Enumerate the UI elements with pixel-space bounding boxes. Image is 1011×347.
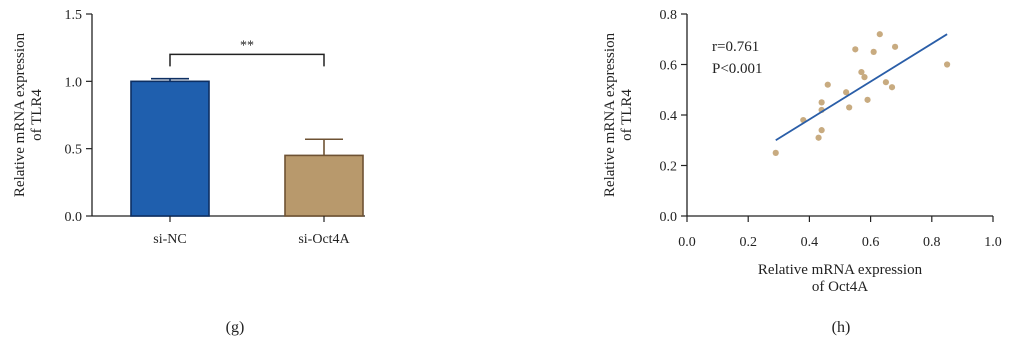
scatter-point (858, 68, 865, 76)
scatter-point (870, 48, 877, 55)
scatter-point (772, 149, 779, 156)
significance-bracket (169, 53, 325, 67)
y-axis-label-line: of TLR4 (29, 89, 45, 141)
x-tick-label: 0.2 (739, 235, 757, 250)
scatter-point (824, 81, 831, 88)
x-tick-label: 0.0 (678, 235, 696, 250)
scatter-point (864, 96, 871, 103)
x-tick-label: 0.4 (801, 235, 819, 250)
scatter-point (846, 104, 853, 111)
y-tick-label: 0.4 (660, 109, 678, 124)
y-axis-label-line: Relative mRNA expression (602, 32, 618, 197)
x-tick-label: si-Oct4A (298, 232, 350, 247)
x-tick-label: 1.0 (984, 235, 1002, 250)
y-axis-label: Relative mRNA expressionof TLR4 (12, 32, 45, 197)
scatter-point (876, 31, 883, 38)
scatter-point (882, 79, 890, 86)
y-tick-label: 0.8 (660, 8, 678, 23)
bar-chart-panel-g: 0.0 0.5 1.0 1.5 si-NC si-Oct4A ** Relative mRNA… (12, 8, 365, 336)
scatter-point (944, 61, 951, 68)
scatter-point (861, 74, 868, 81)
x-tick-label: 0.6 (862, 235, 880, 250)
y-tick-label: 0.5 (65, 143, 83, 158)
scatter-point (843, 89, 850, 96)
scatter-point (852, 46, 859, 53)
scatter-point (818, 127, 825, 134)
x-tick-label: 0.8 (923, 235, 941, 250)
panel-label: (h) (832, 319, 851, 336)
bar (284, 154, 364, 217)
y-axis-label-line: Relative mRNA expression (12, 32, 28, 197)
y-tick-label: 0.2 (660, 160, 678, 175)
scatter-point (888, 84, 896, 91)
y-axis-label: Relative mRNA expressionof TLR4 (602, 32, 635, 197)
y-tick-label: 0.0 (660, 210, 678, 225)
scatter-point (815, 134, 822, 141)
panel-label: (g) (226, 319, 245, 336)
bar (130, 80, 210, 217)
correlation-annotation: r=0.761 (712, 39, 759, 55)
scatter-chart-panel-h: 0.0 0.2 0.4 0.6 0.8 0.0 0.2 0.4 0.6 0.8 1.0 r=0.761… (602, 8, 1002, 336)
x-axis-label: Relative mRNA expression of Oct4A (758, 262, 923, 295)
x-tick-label: si-NC (153, 232, 186, 247)
y-axis-label-line: of TLR4 (619, 89, 635, 141)
significance-label: ** (240, 38, 254, 53)
regression-line (775, 33, 948, 142)
x-axis-label-line: of Oct4A (812, 279, 868, 295)
scatter-point (891, 43, 899, 50)
p-value-annotation: P<0.001 (712, 61, 763, 77)
y-tick-label: 1.0 (65, 75, 83, 90)
x-axis-label-line: Relative mRNA expression (758, 262, 923, 278)
y-tick-label: 0.6 (660, 59, 678, 74)
scatter-point (818, 99, 825, 106)
y-tick-label: 1.5 (65, 8, 83, 23)
y-tick-label: 0.0 (65, 210, 83, 225)
